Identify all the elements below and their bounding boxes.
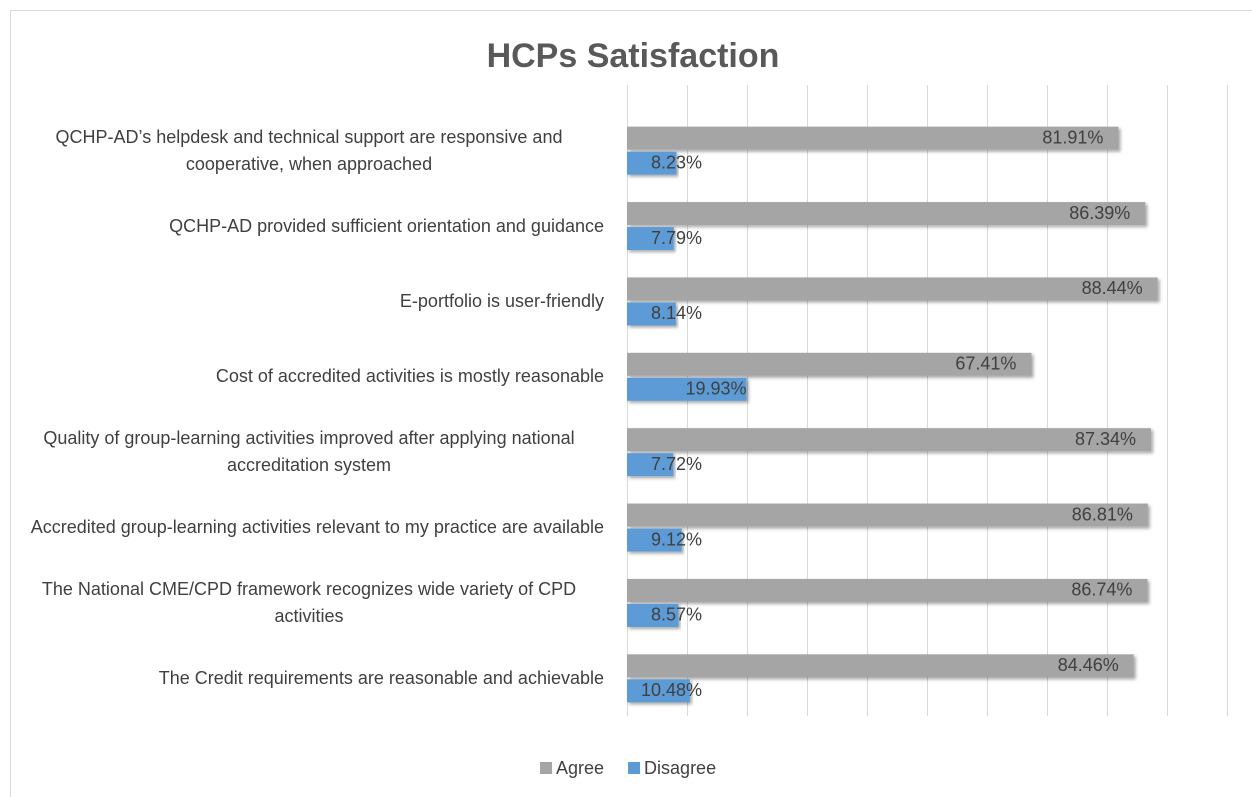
y-tick-label: QCHP-AD provided sufficient orientation … <box>169 215 604 236</box>
bar <box>627 453 674 477</box>
y-tick-label: Accredited group-learning activities rel… <box>30 517 604 538</box>
data-label: 8.23% <box>651 152 702 172</box>
category-label-box: Accredited group-learning activities rel… <box>14 493 604 563</box>
data-label: 87.34% <box>1075 429 1136 449</box>
y-tick-label: E-portfolio is user-friendly <box>399 290 604 311</box>
data-label: 84.46% <box>1058 655 1119 675</box>
bar <box>627 302 676 326</box>
legend-label: Disagree <box>644 758 716 778</box>
bar <box>627 277 1158 301</box>
chart-title: HCPs Satisfaction <box>487 37 780 75</box>
data-label: 86.39% <box>1069 203 1130 223</box>
bar <box>627 227 674 251</box>
y-tick-label: Cost of accredited activities is mostly … <box>215 366 604 387</box>
legend-swatch <box>540 762 552 774</box>
bar <box>627 603 679 627</box>
data-label: 7.72% <box>651 454 702 474</box>
data-label: 86.81% <box>1072 504 1133 524</box>
bar <box>627 654 1134 678</box>
category-label-box: Cost of accredited activities is mostly … <box>14 342 604 412</box>
bar <box>627 126 1119 150</box>
category-label-box: The Credit requirements are reasonable a… <box>14 643 604 713</box>
data-label: 81.91% <box>1042 127 1103 147</box>
data-label: 10.48% <box>641 680 702 700</box>
data-label: 8.57% <box>651 605 702 625</box>
legend-swatch <box>628 762 641 774</box>
y-tick-label: The Credit requirements are reasonable a… <box>158 667 604 688</box>
data-label: 7.79% <box>651 228 702 248</box>
category-label-box: QCHP-AD provided sufficient orientation … <box>14 191 604 261</box>
bar <box>627 202 1146 226</box>
data-label: 9.12% <box>651 529 702 549</box>
bar <box>627 377 747 401</box>
data-label: 86.74% <box>1071 580 1132 600</box>
y-tick-label: QCHP-AD’s helpdesk and technical support… <box>55 126 563 174</box>
data-label: 8.14% <box>651 303 702 323</box>
bar <box>627 679 690 703</box>
data-label: 67.41% <box>955 354 1016 374</box>
bar <box>627 503 1148 527</box>
bar <box>627 352 1032 376</box>
category-label-box: QCHP-AD’s helpdesk and technical support… <box>14 116 604 186</box>
legend-label: Agree <box>556 758 604 778</box>
data-label: 19.93% <box>686 379 747 399</box>
bar <box>627 528 682 552</box>
category-label-box: Quality of group-learning activities imp… <box>14 417 604 487</box>
category-label-box: The National CME/CPD framework recognize… <box>14 568 604 638</box>
category-label-box: E-portfolio is user-friendly <box>14 266 604 336</box>
bar <box>627 428 1152 452</box>
bar <box>627 578 1148 602</box>
y-tick-label: Quality of group-learning activities imp… <box>43 428 575 476</box>
y-tick-label: The National CME/CPD framework recognize… <box>41 578 577 626</box>
data-label: 88.44% <box>1082 278 1143 298</box>
bar <box>627 151 677 175</box>
